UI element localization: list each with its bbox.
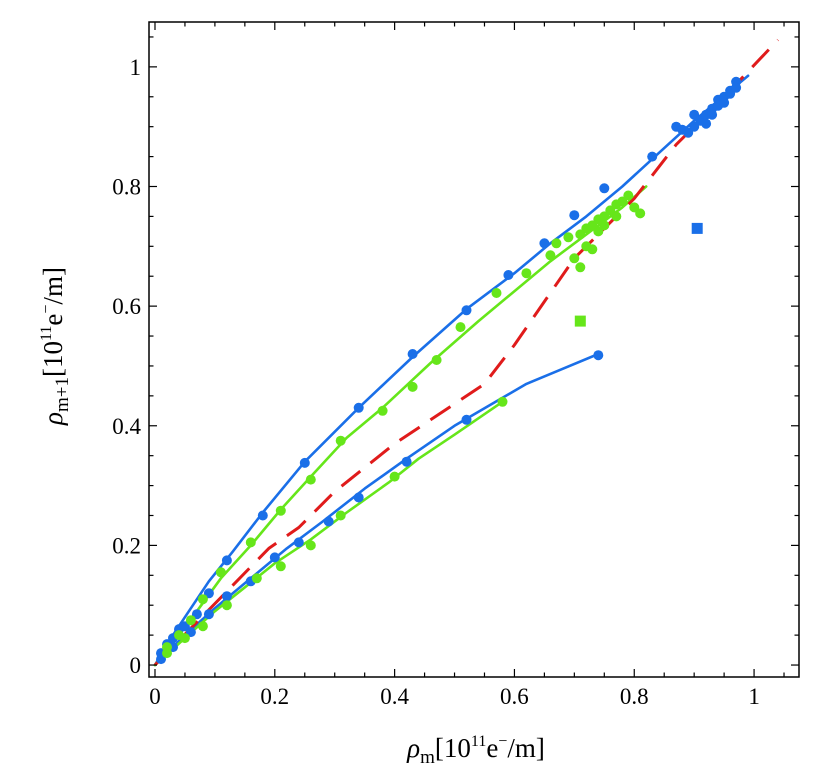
data-point [185, 615, 196, 626]
data-point [551, 238, 562, 249]
data-point [293, 537, 304, 548]
data-point [299, 457, 310, 468]
data-point [251, 573, 262, 584]
data-point [377, 405, 388, 416]
data-point [275, 505, 286, 516]
data-point [575, 262, 586, 273]
data-point [335, 435, 346, 446]
blue-upper-points [156, 76, 742, 659]
blue-lower-points [156, 350, 604, 665]
plot-area [153, 38, 780, 667]
square-marker [574, 315, 586, 327]
data-point [647, 151, 658, 162]
data-point [323, 516, 334, 527]
blue-lower-curve [153, 352, 600, 667]
y-tick-label: 0.6 [112, 294, 141, 319]
data-point [521, 268, 532, 279]
data-point [197, 621, 208, 632]
data-point [563, 232, 574, 243]
data-point [635, 208, 646, 219]
data-point [545, 250, 556, 261]
y-tick-label: 0.2 [112, 533, 141, 558]
green-upper-points [162, 190, 646, 653]
data-point [503, 270, 514, 280]
plot-frame [148, 21, 800, 678]
y-tick-label: 0.4 [112, 414, 141, 439]
x-tick-label: 0.8 [620, 684, 649, 709]
data-point [587, 244, 598, 255]
data-point [353, 492, 364, 503]
data-point [335, 510, 346, 521]
green-lower-points [162, 396, 508, 659]
data-point [491, 288, 502, 298]
data-point [269, 552, 280, 563]
red-dashed-line [153, 38, 780, 667]
data-point [162, 648, 172, 659]
data-point [275, 561, 286, 572]
x-axis-label: ρm[1011e−/m] [406, 733, 545, 768]
x-tick-label: 0 [149, 684, 161, 709]
data-point [257, 510, 268, 521]
data-point [245, 537, 256, 548]
data-point [431, 355, 442, 365]
data-point [593, 350, 604, 361]
x-tick-label: 0.2 [260, 684, 289, 709]
tick-marks [149, 22, 799, 677]
blue-square [691, 222, 703, 234]
green-lower-curve [153, 400, 504, 667]
data-point [461, 305, 472, 316]
square-marker [691, 222, 703, 234]
data-point [389, 471, 400, 482]
data-point [719, 97, 730, 108]
data-point [305, 540, 316, 551]
y-tick-label: 0 [130, 653, 142, 678]
data-point [179, 633, 190, 644]
data-point [707, 109, 718, 120]
data-point [623, 190, 634, 201]
data-point [497, 396, 508, 407]
data-point [197, 594, 208, 605]
data-point [611, 211, 622, 222]
y-tick-label: 1 [130, 55, 142, 80]
tick-labels: 0 0.2 0.4 0.6 0.8 1 0 0.2 0.4 0.6 0.8 1 [112, 55, 760, 709]
green-square [574, 315, 586, 327]
x-tick-label: 1 [748, 684, 760, 709]
data-point [599, 220, 610, 231]
data-point [401, 456, 412, 467]
data-point [599, 183, 610, 194]
data-point [461, 414, 472, 425]
data-point [539, 238, 550, 249]
data-point [221, 591, 232, 602]
data-point [221, 600, 232, 611]
data-point [455, 322, 466, 333]
data-point [221, 555, 232, 566]
data-point [731, 82, 742, 93]
data-point [569, 210, 580, 221]
blue-upper-curve [153, 74, 750, 667]
x-tick-label: 0.6 [500, 684, 529, 709]
data-point [701, 118, 712, 129]
y-axis-label: ρm+1[1011e−/m] [38, 267, 73, 426]
data-point [407, 349, 418, 359]
x-tick-label: 0.4 [380, 684, 409, 709]
data-point [203, 609, 214, 620]
data-point [407, 381, 418, 392]
data-point [215, 567, 226, 578]
y-tick-label: 0.8 [112, 175, 141, 200]
data-point [353, 402, 364, 413]
data-point [569, 253, 580, 264]
data-point [305, 474, 316, 485]
